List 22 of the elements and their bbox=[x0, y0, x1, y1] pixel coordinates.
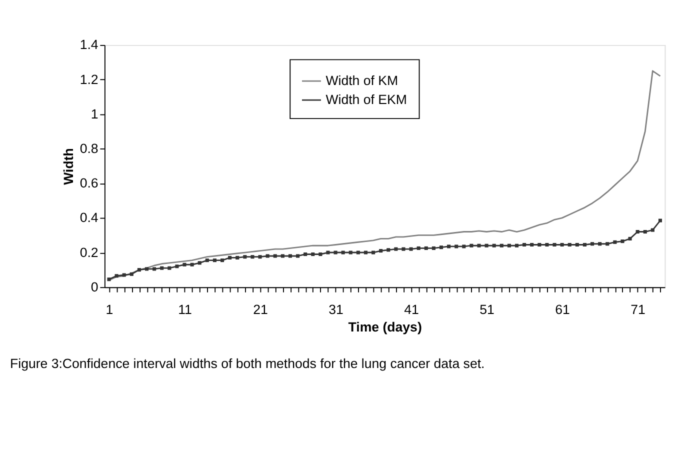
legend-label: Width of EKM bbox=[326, 92, 407, 107]
y-tick-label: 0 bbox=[90, 279, 98, 294]
y-tick-label: 1.2 bbox=[80, 72, 98, 87]
y-tick-label: 0.2 bbox=[80, 244, 98, 260]
y-tick-label: 0.4 bbox=[80, 210, 98, 226]
caption: Figure 3:Confidence interval widths of both methods for the lung cancer data set. bbox=[10, 356, 485, 371]
y-axis-title: Width bbox=[61, 148, 76, 185]
y-tick-label: 0.6 bbox=[80, 176, 98, 191]
legend-label: Width of KM bbox=[326, 72, 398, 88]
x-tick-label: 61 bbox=[555, 302, 570, 318]
x-tick-label: 1 bbox=[106, 302, 114, 318]
x-tick-label: 31 bbox=[328, 302, 344, 318]
y-tick-label: 1.4 bbox=[80, 37, 98, 52]
x-tick-label: 51 bbox=[480, 302, 494, 318]
y-tick-label: 0.8 bbox=[80, 141, 98, 156]
x-tick-label: 71 bbox=[630, 302, 646, 318]
line-series bbox=[108, 70, 661, 281]
x-axis-title: Time (days) bbox=[348, 319, 422, 334]
x-tick-label: 41 bbox=[404, 302, 419, 318]
y-tick-label: 1 bbox=[90, 106, 98, 122]
x-tick-label: 21 bbox=[253, 302, 268, 318]
x-tick-label: 11 bbox=[178, 302, 192, 318]
